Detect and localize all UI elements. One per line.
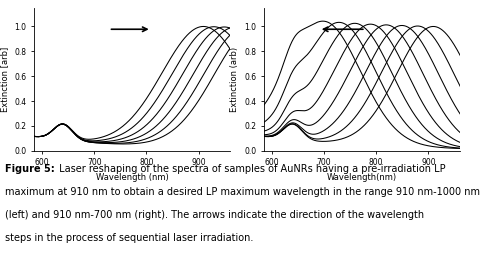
X-axis label: Wavelength (nm): Wavelength (nm) (96, 173, 168, 182)
Text: Figure 5:: Figure 5: (5, 164, 55, 174)
Text: maximum at 910 nm to obtain a desired LP maximum wavelength in the range 910 nm-: maximum at 910 nm to obtain a desired LP… (5, 187, 479, 197)
Text: steps in the process of sequential laser irradiation.: steps in the process of sequential laser… (5, 233, 253, 243)
Text: Laser reshaping of the spectra of samples of AuNRs having a pre-irradiation LP: Laser reshaping of the spectra of sample… (55, 164, 444, 174)
Text: (left) and 910 nm-700 nm (right). The arrows indicate the direction of the wavel: (left) and 910 nm-700 nm (right). The ar… (5, 210, 423, 220)
Y-axis label: Extinction (arb): Extinction (arb) (229, 47, 238, 112)
Y-axis label: Extinction [arb]: Extinction [arb] (0, 47, 9, 112)
X-axis label: Wavelength(nm): Wavelength(nm) (326, 173, 396, 182)
